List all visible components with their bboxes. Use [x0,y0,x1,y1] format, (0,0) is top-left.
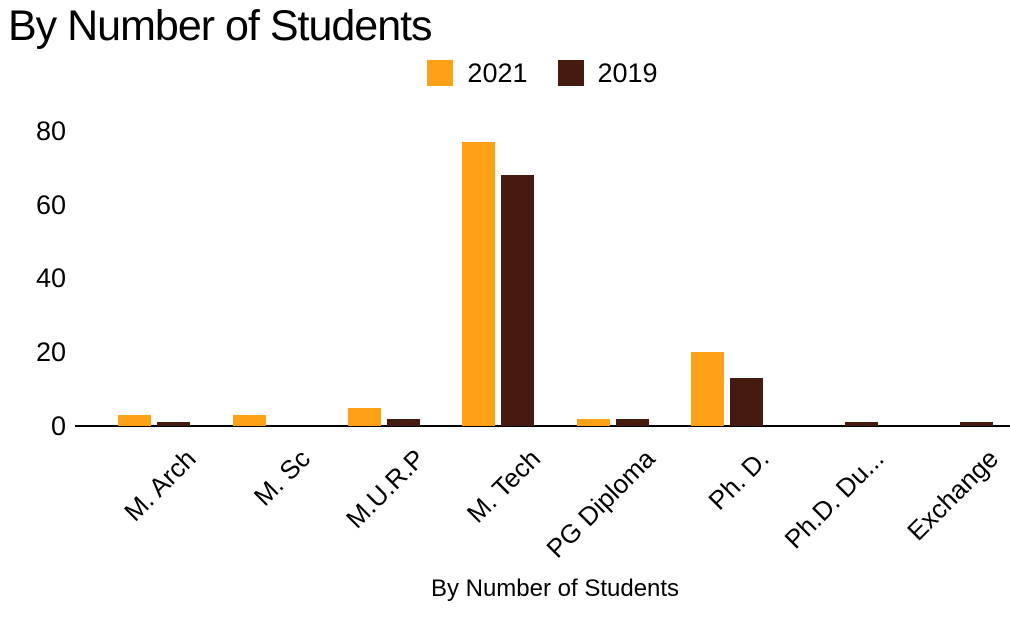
legend-label-2019: 2019 [597,58,658,88]
bar-2019-m-tech[interactable] [501,175,535,426]
bar-2019-ph-d[interactable] [730,378,764,426]
x-axis-line [75,425,1010,427]
legend: 2021 2019 [75,58,1010,88]
x-label-exchange: Exchange [901,443,1005,547]
y-tick-60: 60 [35,189,66,220]
x-label-m-sc: M. Sc [248,443,317,512]
x-label-pg-diploma: PG Diploma [539,443,661,564]
x-label-m-u-r-p: M.U.R.P [340,443,432,534]
bar-2021-m-u-r-p[interactable] [347,407,381,426]
x-axis-title: By Number of Students [430,575,680,602]
bar-2021-ph-d[interactable] [691,352,725,426]
bar-2019-pg-diploma[interactable] [615,418,649,426]
bar-2021-pg-diploma[interactable] [576,418,610,426]
legend-item-2019[interactable]: 2019 [557,58,658,88]
bar-2021-m-tech[interactable] [462,141,496,426]
y-tick-20: 20 [35,337,66,368]
legend-item-2021[interactable]: 2021 [427,58,528,88]
bar-2019-m-u-r-p[interactable] [386,418,420,426]
x-label-ph-d-du: Ph.D. Du... [778,443,890,555]
x-label-ph-d: Ph. D. [702,443,775,516]
chart-title: By Number of Students [8,2,433,50]
legend-swatch-2019-icon [557,60,584,86]
x-label-m-tech: M. Tech [460,443,546,529]
legend-label-2021: 2021 [467,58,528,88]
y-tick-40: 40 [35,263,66,294]
bar-2021-m-arch[interactable] [118,414,152,426]
x-label-m-arch: M. Arch [118,443,202,527]
legend-swatch-2021-icon [427,60,454,86]
bar-2019-exchange[interactable] [959,422,993,426]
bar-2021-m-sc[interactable] [232,414,266,426]
bar-2019-ph-d-du[interactable] [845,422,879,426]
y-tick-0: 0 [50,411,66,441]
y-tick-80: 80 [35,115,66,146]
bar-2019-m-arch[interactable] [157,422,191,426]
